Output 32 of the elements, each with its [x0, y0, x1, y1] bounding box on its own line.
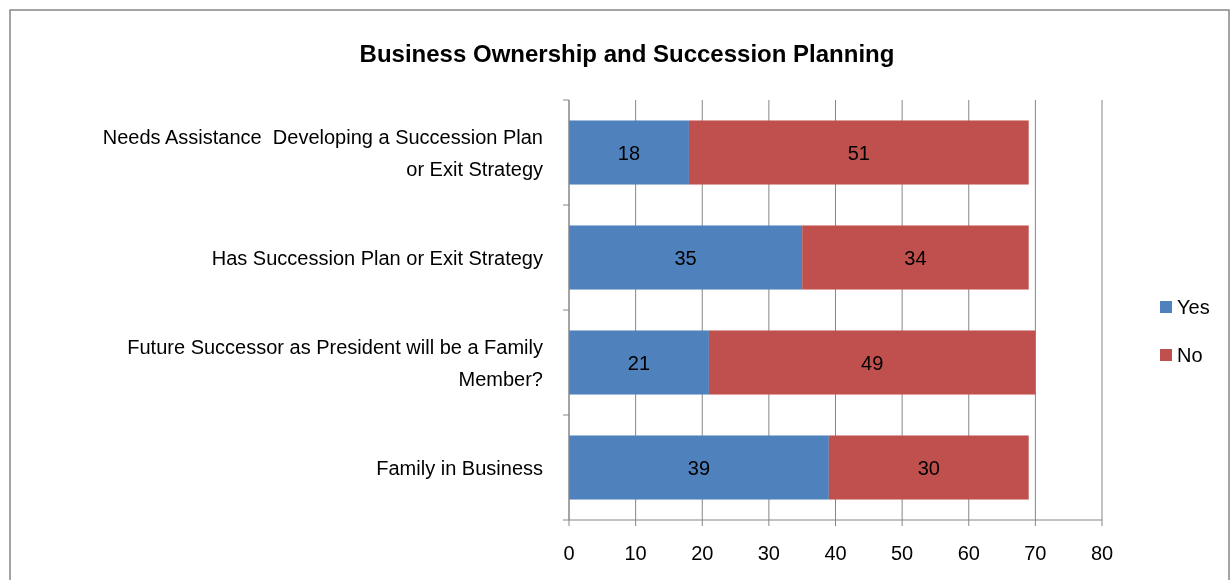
x-tick-label: 60	[957, 542, 980, 564]
x-tick-label: 50	[891, 542, 914, 564]
bar	[569, 330, 709, 395]
x-tick-label: 70	[1024, 542, 1047, 564]
legend-label: Yes	[1177, 296, 1210, 318]
x-tick-label: 30	[757, 542, 780, 564]
x-tick-label: 20	[691, 542, 714, 564]
x-tick-label: 40	[824, 542, 847, 564]
data-label: 49	[861, 351, 884, 374]
legend-label: No	[1177, 344, 1203, 366]
y-tick-label: Needs Assistance Developing a Succession Plan or Exit Strategy	[102, 125, 543, 180]
data-label: 51	[847, 141, 870, 164]
bar	[802, 225, 1029, 290]
bar	[569, 435, 829, 500]
x-tick-label: 80	[1090, 542, 1114, 564]
bar	[688, 120, 1029, 185]
y-tick-label: Future Successor as President will be a Family Member?	[127, 335, 543, 390]
y-tick-label: Has Succession Plan or Exit Strategy	[211, 246, 543, 269]
y-tick-label: Family in Business	[376, 456, 543, 479]
bar	[569, 120, 689, 185]
x-tick-label: 10	[624, 542, 647, 564]
chart-title: Business Ownership and Succession Planning	[359, 40, 895, 67]
data-label: 21	[627, 351, 651, 374]
bar	[569, 225, 803, 290]
data-label: 18	[617, 141, 641, 164]
x-tick-label: 0	[563, 542, 575, 564]
bar	[828, 435, 1029, 500]
data-label: 30	[917, 456, 940, 479]
data-label: 34	[904, 246, 927, 269]
data-label: 35	[674, 246, 697, 269]
bar	[708, 330, 1036, 395]
data-label: 39	[687, 456, 711, 479]
